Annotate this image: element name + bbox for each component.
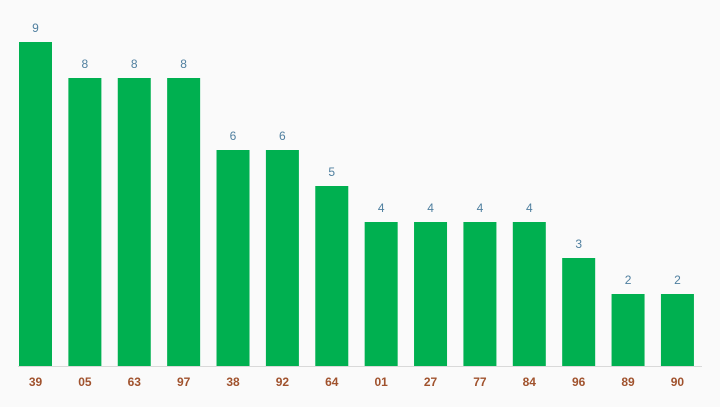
value-label: 6: [230, 129, 237, 143]
value-label: 9: [32, 21, 39, 35]
x-tick-label: 38: [226, 375, 240, 389]
value-label: 2: [625, 273, 632, 287]
x-tick-label: 27: [424, 375, 438, 389]
x-tick-label: 05: [78, 375, 92, 389]
x-tick-label: 39: [29, 375, 43, 389]
value-label: 3: [575, 237, 582, 251]
x-tick-label: 64: [325, 375, 339, 389]
x-tick-label: 63: [128, 375, 142, 389]
x-tick-label: 89: [621, 375, 635, 389]
bar: [562, 258, 596, 366]
x-tick-label: 84: [523, 375, 537, 389]
bar: [167, 78, 201, 366]
bar: [660, 294, 694, 366]
value-label: 8: [82, 57, 89, 71]
x-tick-label: 97: [177, 375, 191, 389]
bar: [315, 186, 349, 366]
value-label: 2: [674, 273, 681, 287]
value-label: 8: [131, 57, 138, 71]
bar: [68, 78, 102, 366]
value-label: 5: [328, 165, 335, 179]
x-tick-label: 96: [572, 375, 586, 389]
value-label: 6: [279, 129, 286, 143]
value-label: 8: [180, 57, 187, 71]
value-label: 4: [378, 201, 385, 215]
x-tick-label: 90: [671, 375, 685, 389]
bar: [117, 78, 151, 366]
x-tick-label: 01: [374, 375, 388, 389]
value-label: 4: [477, 201, 484, 215]
x-tick-label: 92: [276, 375, 290, 389]
bar: [611, 294, 645, 366]
bar: [512, 222, 546, 366]
value-label: 4: [427, 201, 434, 215]
value-label: 4: [526, 201, 533, 215]
bar: [463, 222, 497, 366]
bar: [265, 150, 299, 366]
bar: [19, 42, 52, 366]
x-tick-label: 77: [473, 375, 487, 389]
bar: [216, 150, 250, 366]
bar: [414, 222, 448, 366]
bar: [364, 222, 398, 366]
